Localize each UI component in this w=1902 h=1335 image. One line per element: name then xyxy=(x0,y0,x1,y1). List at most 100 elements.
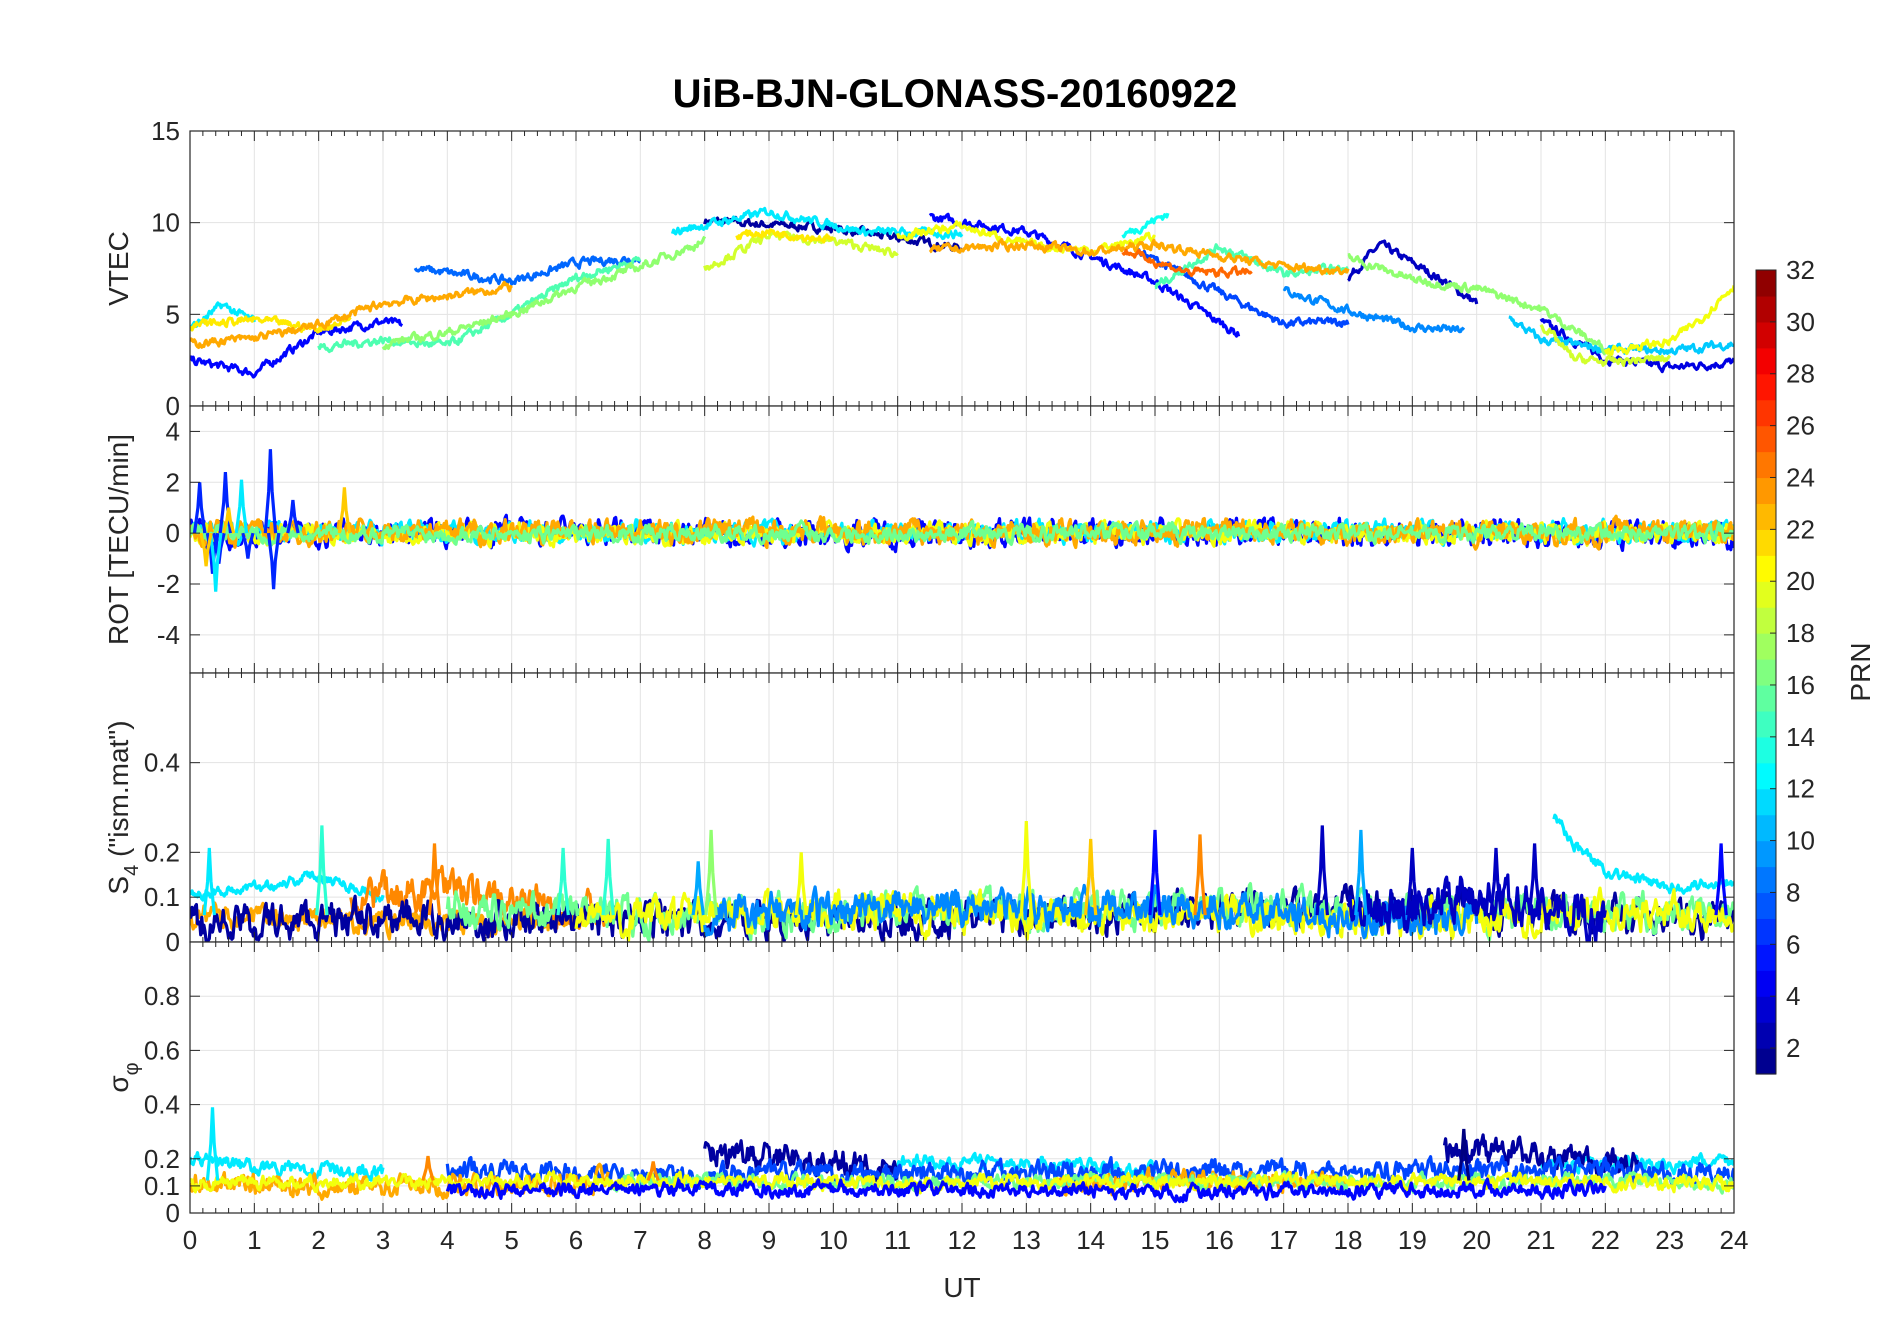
colorbar-segment xyxy=(1756,736,1776,764)
colorbar-tick-label: 6 xyxy=(1786,929,1800,959)
x-tick-label: 4 xyxy=(440,1225,454,1255)
colorbar-tick-label: 30 xyxy=(1786,307,1815,337)
colorbar-segment xyxy=(1756,866,1776,894)
colorbar-segment xyxy=(1756,996,1776,1023)
series-line xyxy=(1603,285,1734,356)
series-line xyxy=(1121,212,1170,239)
y-tick-label: 0.1 xyxy=(144,882,180,912)
series-spike xyxy=(315,825,329,916)
x-tick-label: 3 xyxy=(376,1225,390,1255)
y-axis-label: VTEC xyxy=(103,231,134,306)
panel-2: -4 -2 0 2 4 ROT [TECU/min] xyxy=(103,405,1735,674)
series-spike xyxy=(1714,843,1728,916)
y-tick-label: 2 xyxy=(166,467,180,497)
colorbar-segment xyxy=(1756,529,1776,556)
x-tick-label: 16 xyxy=(1205,1225,1234,1255)
series-line xyxy=(1347,253,1607,356)
series-line xyxy=(1552,813,1734,895)
series-spike xyxy=(601,838,615,916)
y-tick-label: 4 xyxy=(166,416,180,446)
series-spike xyxy=(202,847,216,916)
y-tick-label: 5 xyxy=(166,299,180,329)
series-line xyxy=(896,220,1157,256)
colorbar-segment xyxy=(1756,918,1776,945)
x-tick-label: 18 xyxy=(1334,1225,1363,1255)
y-axis-label: σφ xyxy=(103,1062,143,1092)
y-axis-label-sub: φ xyxy=(121,1062,143,1075)
series-line xyxy=(190,316,404,379)
colorbar-tick-label: 12 xyxy=(1786,774,1815,804)
series-spike xyxy=(199,532,213,567)
y-tick-label: -2 xyxy=(157,569,180,599)
y-axis-label: S4 ("ism.mat") xyxy=(103,720,143,894)
series-line xyxy=(1282,286,1466,334)
colorbar-segment xyxy=(1756,944,1776,971)
colorbar-segment xyxy=(1756,762,1776,790)
series-spike xyxy=(221,507,236,534)
y-tick-label: 15 xyxy=(151,116,180,146)
panel-1: 0 5 10 15 VTEC xyxy=(103,116,1735,421)
series-spike xyxy=(1457,1128,1471,1181)
colorbar-tick-label: 24 xyxy=(1786,462,1815,492)
series-spike xyxy=(1354,829,1368,916)
y-tick-label: 0.2 xyxy=(144,837,180,867)
y-axis-label-sub: 4 xyxy=(121,865,143,876)
y-axis-label-main: S xyxy=(103,876,134,895)
colorbar-tick-label: 4 xyxy=(1786,981,1800,1011)
colorbar-segment xyxy=(1756,633,1776,660)
y-tick-label: -4 xyxy=(157,620,180,650)
colorbar-segment xyxy=(1756,659,1776,686)
colorbar-tick-label: 16 xyxy=(1786,670,1815,700)
series-line xyxy=(413,255,642,286)
x-tick-label: 14 xyxy=(1076,1225,1105,1255)
y-tick-label: 0.6 xyxy=(144,1035,180,1065)
series-line xyxy=(703,883,1479,940)
x-tick-label: 23 xyxy=(1655,1225,1684,1255)
colorbar-tick-label: 8 xyxy=(1786,877,1800,907)
colorbar-segment xyxy=(1756,477,1776,505)
series-line xyxy=(1346,873,1607,942)
series-line xyxy=(190,870,385,903)
y-axis-label-rest: ("ism.mat") xyxy=(103,720,134,864)
y-tick-label: 0.4 xyxy=(144,1090,180,1120)
series-line xyxy=(1154,243,1349,290)
series-spike xyxy=(209,532,223,592)
series-spike xyxy=(234,479,249,534)
x-tick-label: 8 xyxy=(697,1225,711,1255)
x-tick-label: 2 xyxy=(311,1225,325,1255)
x-tick-label: 5 xyxy=(504,1225,518,1255)
series-spike xyxy=(794,852,808,916)
x-axis-label: UT xyxy=(943,1272,980,1303)
y-axis-label: ROT [TECU/min] xyxy=(103,434,134,645)
x-tick-label: 20 xyxy=(1462,1225,1491,1255)
colorbar-tick-label: 26 xyxy=(1786,411,1815,441)
x-tick-label: 15 xyxy=(1141,1225,1170,1255)
y-tick-label: 10 xyxy=(151,208,180,238)
series-spike xyxy=(421,1155,435,1181)
x-tick-label: 19 xyxy=(1398,1225,1427,1255)
series-line xyxy=(190,519,1734,547)
colorbar-segment xyxy=(1756,451,1776,479)
x-tick-label: 22 xyxy=(1591,1225,1620,1255)
colorbar-segment xyxy=(1756,970,1776,997)
series-line xyxy=(381,235,707,351)
series-spike xyxy=(556,847,570,916)
series-spike xyxy=(1405,847,1420,916)
series-line xyxy=(190,1170,1734,1195)
series-group xyxy=(190,206,1734,379)
y-tick-label: 0 xyxy=(166,927,180,957)
colorbar-segment xyxy=(1756,788,1776,816)
colorbar-segment xyxy=(1756,581,1776,608)
series-group xyxy=(190,1107,1734,1204)
series-group xyxy=(190,449,1734,592)
y-tick-label: 0 xyxy=(166,1198,180,1228)
colorbar-segment xyxy=(1756,1022,1776,1049)
panel-3: 00.10.20.4S4 ("ism.mat") xyxy=(103,672,1735,957)
colorbar-segment xyxy=(1756,321,1776,349)
colorbar-segment xyxy=(1756,373,1776,401)
y-tick-label: 0.1 xyxy=(144,1171,180,1201)
colorbar-segment xyxy=(1756,555,1776,582)
series-line xyxy=(190,514,1734,551)
colorbar-segment xyxy=(1756,684,1776,712)
